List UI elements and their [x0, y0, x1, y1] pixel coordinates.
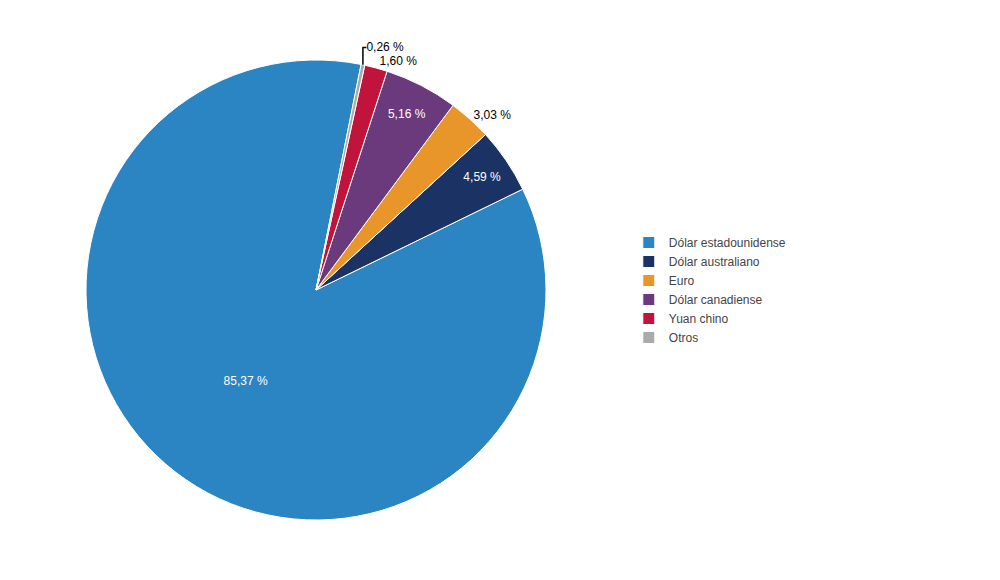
svg-text:Dólar canadiense: Dólar canadiense — [669, 293, 763, 307]
svg-text:Otros: Otros — [669, 331, 698, 345]
svg-text:Dólar australiano: Dólar australiano — [669, 255, 760, 269]
svg-text:5,16 %: 5,16 % — [388, 107, 426, 121]
svg-text:0,26 %: 0,26 % — [366, 40, 404, 54]
svg-text:4,59 %: 4,59 % — [463, 170, 501, 184]
svg-text:1,60 %: 1,60 % — [379, 54, 417, 68]
svg-text:Euro: Euro — [669, 274, 695, 288]
svg-text:Yuan chino: Yuan chino — [669, 312, 729, 326]
svg-text:85,37 %: 85,37 % — [224, 374, 268, 388]
svg-text:3,03 %: 3,03 % — [473, 108, 511, 122]
svg-text:Dólar estadounidense: Dólar estadounidense — [669, 236, 786, 250]
